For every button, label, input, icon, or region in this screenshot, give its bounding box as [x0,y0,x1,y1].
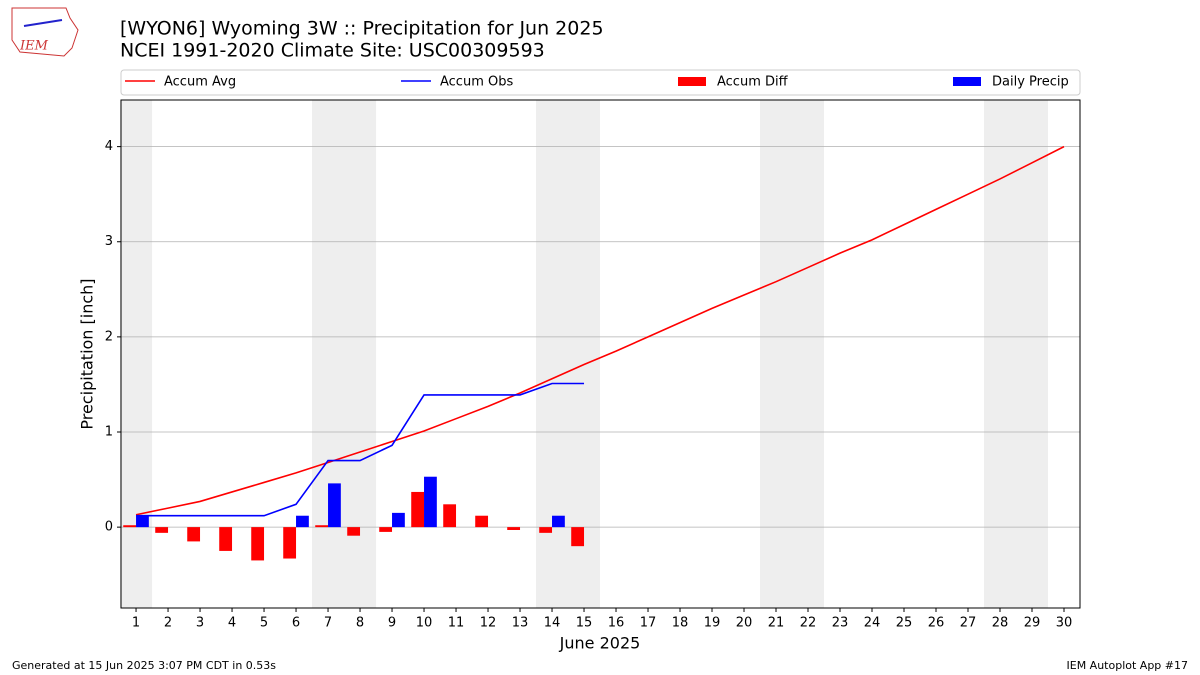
bar [123,525,137,528]
x-tick-label: 5 [260,616,268,631]
bar [315,525,329,528]
x-tick-label: 13 [512,616,529,631]
bar [475,515,489,528]
bar [379,527,393,532]
x-tick-label: 29 [1024,616,1041,631]
y-tick-label: 0 [105,520,113,535]
bar [136,515,149,528]
x-tick-label: 2 [164,616,172,631]
bar [251,527,265,561]
legend-label: Daily Precip [992,75,1069,90]
x-tick-label: 28 [992,616,1009,631]
x-tick-label: 9 [388,616,396,631]
weekend-band [120,100,153,608]
legend-label: Accum Avg [164,75,236,90]
y-tick-label: 4 [105,139,113,154]
bar [424,476,437,528]
x-tick-label: 20 [736,616,753,631]
bar [411,491,425,528]
x-tick-label: 22 [800,616,817,631]
chart-subtitle: NCEI 1991-2020 Climate Site: USC00309593 [120,40,545,62]
legend-label: Accum Diff [717,75,789,90]
logo: IEM [11,7,79,57]
x-tick-label: 23 [832,616,849,631]
weekend-band [536,100,601,608]
x-tick-label: 21 [768,616,785,631]
x-tick-label: 19 [704,616,721,631]
x-tick-label: 12 [480,616,497,631]
x-tick-label: 10 [416,616,433,631]
plot-area [120,100,1080,608]
x-tick-label: 7 [324,616,332,631]
x-tick-label: 4 [228,616,236,631]
x-tick-label: 26 [928,616,945,631]
bar [283,527,297,559]
legend-label: Accum Obs [440,75,513,90]
x-tick-label: 18 [672,616,689,631]
logo-text: IEM [19,39,49,54]
legend-box [120,69,1081,96]
bar [187,527,201,542]
x-tick-label: 3 [196,616,204,631]
x-tick-label: 6 [292,616,300,631]
bar [347,527,361,536]
bar [328,483,341,528]
bar [552,515,565,528]
x-tick-label: 25 [896,616,913,631]
plot-frame [120,99,1081,609]
y-tick-label: 1 [105,425,113,440]
bar [392,512,405,528]
legend: Accum Avg Accum Obs Accum Diff Daily Precip [120,69,1081,96]
bar [539,527,553,533]
y-tick-label: 3 [105,234,113,249]
x-tick-label: 1 [132,616,140,631]
weekend-band [312,100,377,608]
line [136,382,585,517]
x-tick-label: 16 [608,616,625,631]
x-tick-label: 14 [544,616,561,631]
x-tick-label: 30 [1056,616,1073,631]
chart-title: [WYON6] Wyoming 3W :: Precipitation for … [120,18,604,40]
line [135,145,1065,516]
legend-swatch [953,77,981,86]
footer-left: Generated at 15 Jun 2025 3:07 PM CDT in … [12,659,276,672]
bar [219,527,233,551]
x-tick-label: 27 [960,616,977,631]
weekend-band [760,100,825,608]
x-tick-label: 15 [576,616,593,631]
logo-icon [23,19,63,27]
x-tick-label: 17 [640,616,657,631]
bar [571,527,585,547]
legend-swatch [678,77,706,86]
x-tick-label: 8 [356,616,364,631]
y-axis-label: Precipitation [inch] [78,278,97,429]
x-axis-label: June 2025 [559,634,641,653]
bar [443,504,457,528]
weekend-band [984,100,1049,608]
footer-right: IEM Autoplot App #17 [1067,659,1189,672]
x-tick-label: 24 [864,616,881,631]
y-tick-label: 2 [105,329,113,344]
bar [507,527,521,530]
bar [296,515,309,528]
bar [155,527,169,533]
x-tick-label: 11 [448,616,465,631]
